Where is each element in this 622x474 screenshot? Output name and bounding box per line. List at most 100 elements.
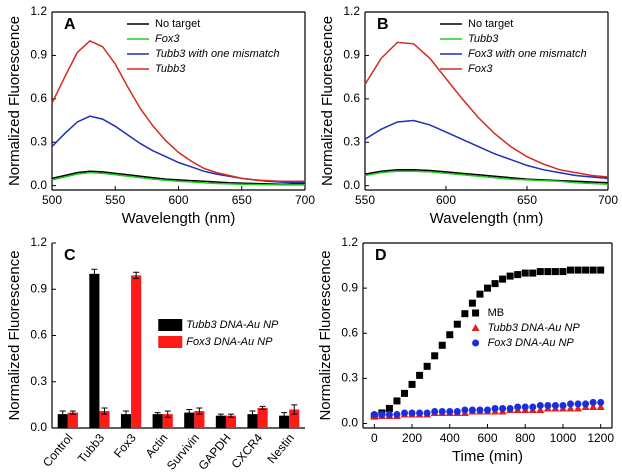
point [536, 405, 545, 413]
point [423, 362, 431, 370]
point [401, 389, 408, 397]
point [567, 400, 574, 408]
point [468, 299, 476, 307]
point [499, 275, 507, 283]
legend-label: Tubb3 DNA-Au NP [186, 319, 279, 331]
point [529, 269, 537, 277]
legend-label: Tubb3 with one mismatch [155, 48, 280, 60]
error-bar [249, 410, 256, 418]
point [431, 352, 439, 360]
error-bar [217, 413, 224, 418]
point [393, 397, 401, 405]
legend-label: Fox3 [468, 63, 493, 75]
line [364, 41, 609, 178]
error-bar [259, 405, 266, 410]
x-axis-title: Time (min) [452, 448, 523, 465]
legend-swatch [158, 319, 183, 331]
x-tick-label: Fox3 [111, 431, 139, 461]
point [484, 406, 491, 414]
point [574, 266, 582, 274]
point [529, 403, 537, 411]
legend-label: No target [155, 18, 200, 30]
point [499, 404, 507, 412]
y-axis-title: Normalized Fluorescence [319, 16, 336, 186]
x-tick-label: 600 [477, 431, 497, 445]
y-tick-label: 0.6 [30, 91, 47, 105]
point [559, 401, 567, 409]
point [385, 404, 393, 412]
y-tick-label: 0.0 [341, 416, 358, 430]
point [446, 407, 454, 415]
bar [162, 414, 173, 428]
bar [257, 407, 268, 428]
point [597, 398, 605, 406]
legend-label: Fox3 [155, 33, 180, 45]
point [491, 404, 499, 412]
panel-label: B [377, 16, 389, 33]
point [408, 380, 416, 388]
error-bar [154, 412, 161, 417]
y-tick-label: 0.0 [30, 420, 47, 434]
point [401, 409, 408, 417]
x-tick-label: 500 [42, 193, 62, 207]
point [582, 400, 590, 408]
x-tick-label: 600 [436, 193, 456, 207]
x-tick-label: 1200 [587, 431, 614, 445]
line [51, 171, 305, 186]
point [589, 266, 597, 274]
x-tick-label: Survivin [164, 431, 202, 473]
point [438, 407, 446, 415]
point [472, 339, 480, 347]
y-tick-label: 0.3 [341, 371, 358, 385]
error-bar [101, 407, 108, 415]
line [51, 40, 305, 183]
y-tick-label: 1.2 [343, 4, 360, 18]
bar [225, 415, 237, 428]
line [364, 170, 609, 185]
line [364, 119, 609, 180]
point [544, 401, 552, 409]
point [567, 266, 574, 274]
legend-label: MB [488, 307, 505, 319]
bar [120, 414, 132, 428]
point [551, 401, 559, 409]
error-bar [164, 410, 171, 418]
bar [89, 273, 100, 428]
point [589, 398, 597, 406]
x-axis-title: Wavelength (nm) [430, 210, 544, 227]
bar [247, 414, 258, 428]
bar [131, 275, 142, 428]
point [506, 404, 514, 412]
point [385, 410, 393, 418]
x-tick-label: GAPDH [196, 431, 234, 473]
point [476, 406, 484, 414]
y-tick-label: 1.2 [341, 235, 358, 249]
error-bar [91, 268, 98, 279]
bar [184, 412, 195, 428]
x-tick-label: 700 [295, 193, 315, 207]
x-tick-label: 1000 [550, 431, 577, 445]
point [559, 268, 567, 276]
point [536, 401, 544, 409]
y-axis-title: Normalized Fluorescence [6, 16, 23, 186]
legend-label: Tubb3 DNA-Au NP [488, 322, 581, 334]
x-tick-label: 0 [371, 431, 378, 445]
y-tick-label: 1.2 [30, 235, 47, 249]
point [574, 404, 583, 412]
legend-label: Fox3 with one mismatch [468, 48, 587, 60]
y-tick-label: 0.3 [30, 374, 47, 388]
point [551, 268, 559, 276]
y-tick-label: 0.0 [30, 178, 47, 192]
point [521, 403, 529, 411]
point [438, 341, 446, 349]
error-bar [59, 410, 66, 418]
panel-label: D [375, 247, 387, 264]
x-tick-label: 550 [355, 193, 375, 207]
y-tick-label: 0.9 [30, 281, 47, 295]
y-tick-label: 1.2 [30, 4, 47, 18]
panel-label: C [64, 247, 76, 264]
point [484, 284, 491, 292]
y-tick-label: 0.6 [341, 325, 358, 339]
point [514, 403, 522, 411]
error-bar [291, 404, 298, 415]
